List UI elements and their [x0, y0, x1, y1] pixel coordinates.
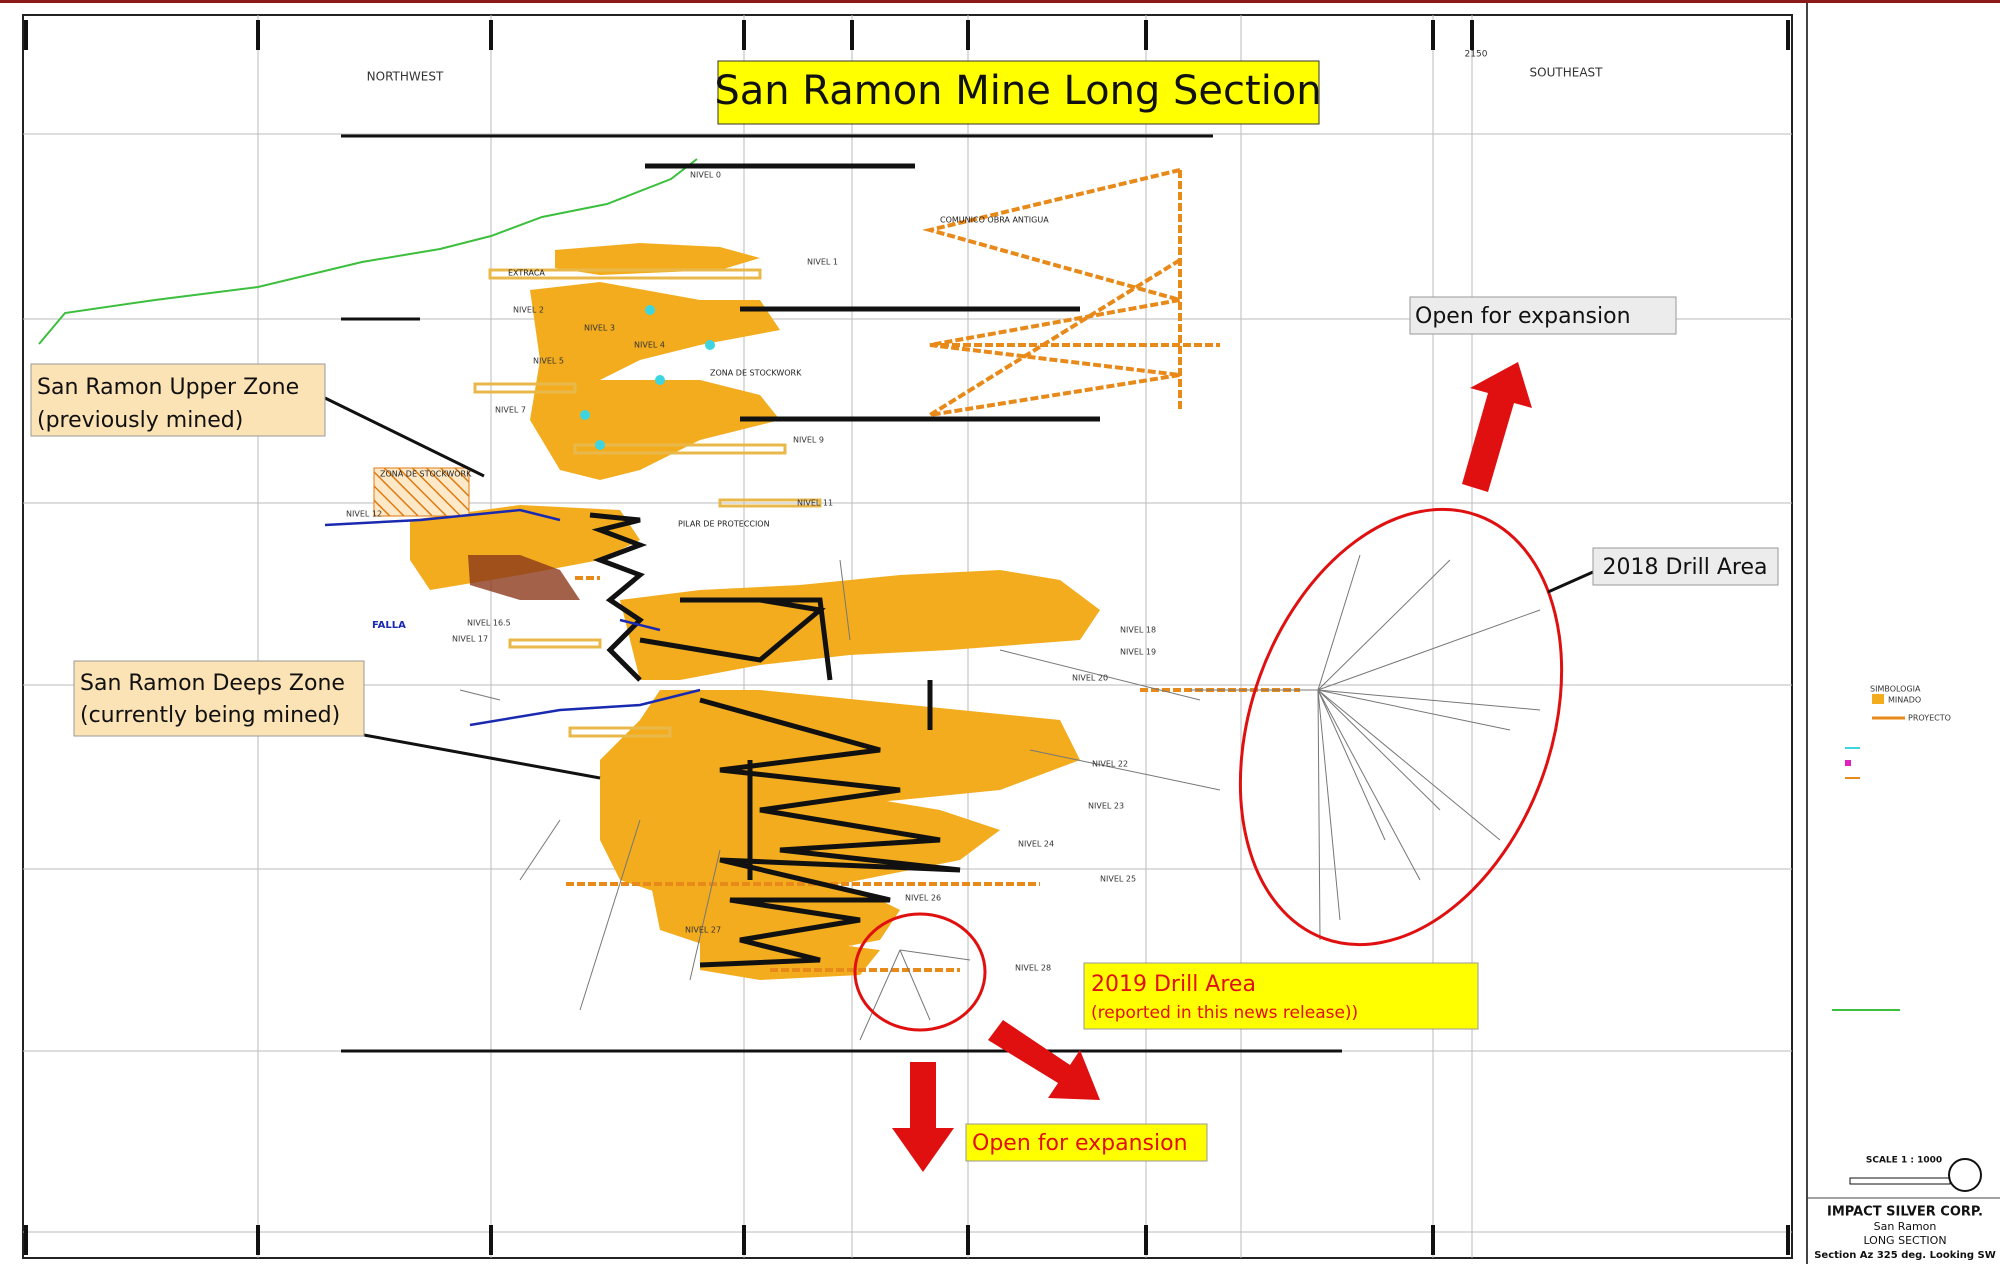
drill-2019-sublabel: (reported in this news release)) — [1091, 1003, 1358, 1023]
project: San Ramon — [1874, 1220, 1937, 1233]
level-label: NIVEL 5 — [533, 357, 564, 366]
deeps-zone-label: (currently being mined) — [80, 703, 340, 728]
drill-holes — [459, 554, 1541, 1041]
grid-ref: 2150 — [1465, 50, 1488, 60]
expansion-upper-label: Open for expansion — [1415, 304, 1631, 329]
level-label: NIVEL 22 — [1092, 760, 1128, 769]
level-label: NIVEL 4 — [634, 341, 665, 350]
level-label: NIVEL 24 — [1018, 840, 1054, 849]
level-label: NIVEL 27 — [685, 926, 721, 935]
level-label: NIVEL 0 — [690, 171, 721, 180]
level-label: NIVEL 2 — [513, 306, 544, 315]
feature-labels: COMUNICO OBRA ANTIGUA ZONA DE STOCKWORK … — [372, 216, 1049, 632]
deeps-zone-box — [73, 660, 365, 737]
level-label: NIVEL 18 — [1120, 626, 1156, 635]
legend-swatch — [1872, 694, 1884, 704]
arrow-up — [1462, 362, 1532, 492]
title: San Ramon Mine Long Section — [714, 68, 1321, 114]
feature-label: PILAR DE PROTECCION — [678, 520, 770, 529]
feature-label: ZONA DE STOCKWORK — [710, 369, 802, 378]
level-label: NIVEL 7 — [495, 406, 526, 415]
level-labels: NIVEL 0 NIVEL 1 NIVEL 2 NIVEL 3 NIVEL 4 … — [346, 171, 1156, 973]
ramps — [589, 163, 1100, 968]
upper-zone-box — [30, 363, 326, 437]
topography — [38, 158, 698, 345]
level-label: NIVEL 12 — [346, 510, 382, 519]
tick-marks — [24, 20, 1790, 1255]
expansion-lower-label: Open for expansion — [972, 1131, 1188, 1156]
feature-label: COMUNICO OBRA ANTIGUA — [940, 216, 1049, 225]
company: IMPACT SILVER CORP. — [1827, 1205, 1983, 1220]
drill-area-2019-outline — [853, 912, 987, 1032]
expansion-upper-box — [1409, 296, 1677, 335]
north-arrow — [1948, 1158, 1982, 1192]
drill-2019-box — [1083, 962, 1479, 1030]
leader-lines — [324, 396, 1594, 780]
level-label: NIVEL 20 — [1072, 674, 1108, 683]
legend-item: PROYECTO — [1908, 714, 1951, 723]
level-label: NIVEL 1 — [807, 258, 838, 267]
top-band — [0, 0, 2000, 3]
level-label: NIVEL 19 — [1120, 648, 1156, 657]
cyan-markers — [580, 305, 715, 450]
northwest-label: NORTHWEST — [367, 70, 444, 84]
reference-lines — [341, 134, 1342, 1053]
expansion-lower-box — [965, 1123, 1208, 1162]
level-label: NIVEL 25 — [1100, 875, 1136, 884]
feature-label: ZONA DE STOCKWORK — [380, 470, 472, 479]
level-label: NIVEL 11 — [797, 499, 833, 508]
upper-zone-label: San Ramon Upper Zone — [37, 375, 299, 400]
level-label: NIVEL 23 — [1088, 802, 1124, 811]
feature-label: FALLA — [372, 620, 406, 631]
scale-label: SCALE 1 : 1000 — [1866, 1156, 1942, 1166]
southeast-label: SOUTHEAST — [1530, 66, 1604, 80]
expansion-arrows — [892, 362, 1532, 1172]
hatched-area — [373, 467, 470, 517]
level-label: NIVEL 17 — [452, 635, 488, 644]
level-label: NIVEL 16.5 — [467, 619, 511, 628]
arrow-diagonal — [988, 1020, 1100, 1100]
blue-drifts — [324, 508, 701, 727]
feature-label: EXTRACA — [508, 269, 545, 278]
drill-2018-box — [1592, 547, 1779, 586]
drill-2019-label: 2019 Drill Area — [1091, 972, 1256, 997]
frame — [22, 14, 1793, 1259]
legend-item: MINADO — [1888, 696, 1921, 705]
scale-bar — [1849, 1177, 1951, 1185]
level-label: NIVEL 9 — [793, 436, 824, 445]
legend-title: SIMBOLOGIA — [1870, 685, 1921, 694]
deeps-zone-label: San Ramon Deeps Zone — [80, 671, 345, 696]
title-box — [717, 60, 1320, 125]
upper-zone-label: (previously mined) — [37, 408, 243, 433]
drill-area-2018-outline — [1238, 507, 1564, 947]
legend-extra — [1832, 747, 1900, 1011]
level-label: NIVEL 3 — [584, 324, 615, 333]
arrow-down — [892, 1062, 954, 1172]
level-outlines — [473, 268, 822, 738]
drill-2018-label: 2018 Drill Area — [1603, 555, 1768, 580]
level-label: NIVEL 26 — [905, 894, 941, 903]
level-label: NIVEL 28 — [1015, 964, 1051, 973]
dark-zone — [468, 555, 580, 600]
section-note: Section Az 325 deg. Looking SW — [1814, 1250, 1996, 1261]
drawing-name: LONG SECTION — [1863, 1234, 1946, 1247]
